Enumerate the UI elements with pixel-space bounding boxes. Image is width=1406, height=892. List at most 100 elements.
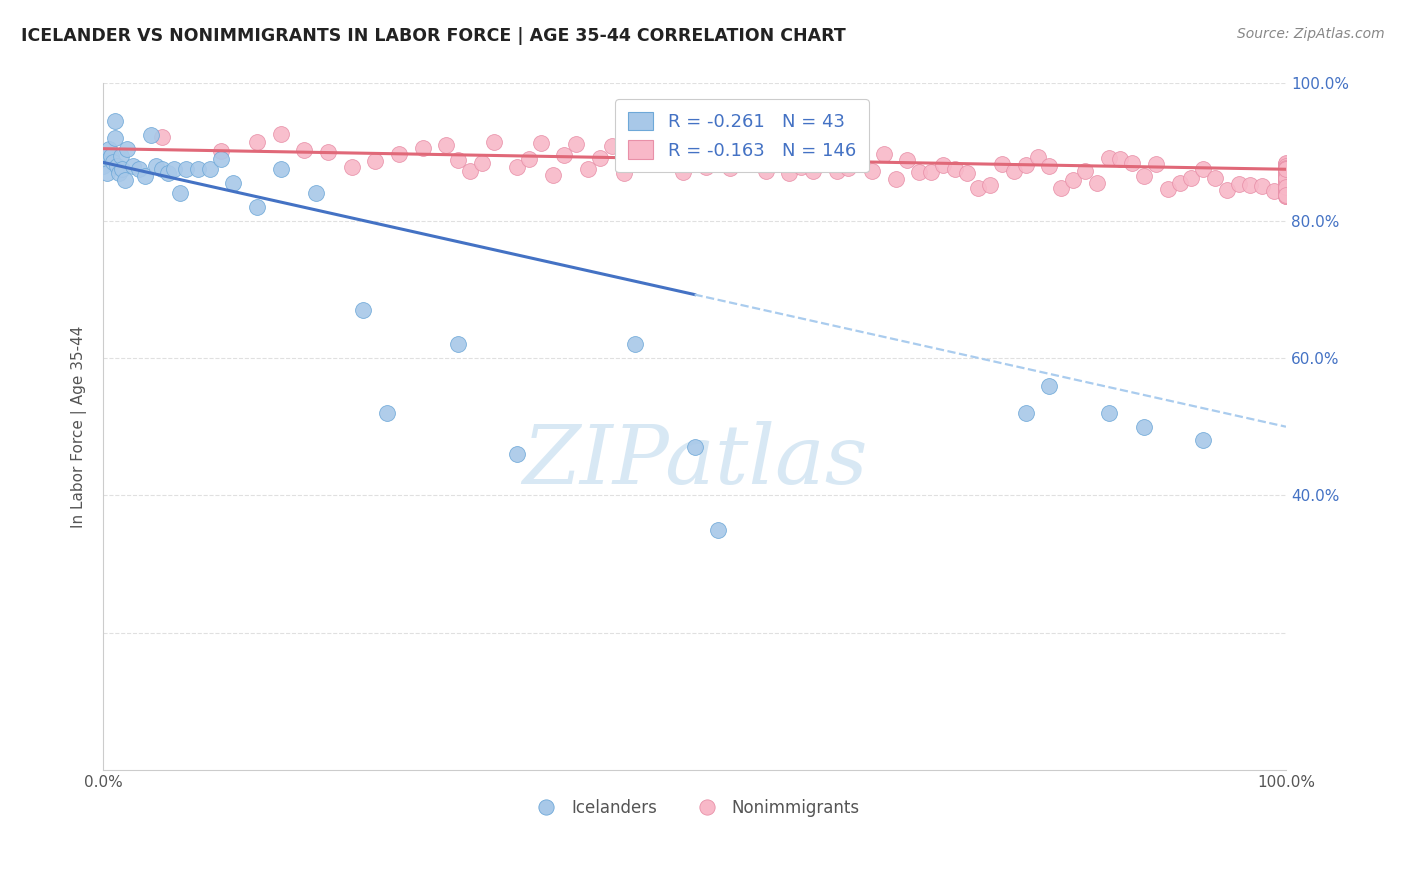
Point	[169, 186, 191, 201]
Point	[1275, 165, 1298, 179]
Point	[1275, 161, 1298, 176]
Point	[115, 142, 138, 156]
Point	[91, 159, 114, 173]
Point	[860, 163, 883, 178]
Point	[1204, 171, 1226, 186]
Point	[506, 447, 529, 461]
Point	[1275, 163, 1298, 178]
Point	[1275, 167, 1298, 181]
Point	[1275, 165, 1298, 179]
Point	[1216, 183, 1239, 197]
Point	[1275, 188, 1298, 202]
Point	[506, 160, 529, 174]
Point	[1026, 150, 1049, 164]
Text: Source: ZipAtlas.com: Source: ZipAtlas.com	[1237, 27, 1385, 41]
Point	[1275, 159, 1298, 173]
Point	[174, 162, 197, 177]
Point	[742, 148, 765, 162]
Point	[932, 158, 955, 172]
Point	[134, 169, 156, 183]
Point	[1239, 178, 1261, 192]
Point	[1157, 182, 1180, 196]
Point	[352, 303, 374, 318]
Point	[211, 144, 233, 158]
Point	[104, 114, 127, 128]
Point	[553, 148, 575, 162]
Point	[837, 161, 859, 176]
Point	[270, 162, 292, 177]
Point	[766, 155, 789, 169]
Point	[1275, 157, 1298, 171]
Point	[1275, 184, 1298, 198]
Point	[636, 145, 658, 160]
Point	[1275, 188, 1298, 202]
Text: ZIPatlas: ZIPatlas	[522, 421, 868, 501]
Point	[967, 180, 990, 194]
Point	[110, 148, 132, 162]
Point	[683, 155, 706, 169]
Point	[1275, 170, 1298, 185]
Point	[96, 166, 118, 180]
Point	[1275, 167, 1298, 181]
Point	[849, 153, 872, 167]
Point	[1275, 173, 1298, 187]
Point	[121, 159, 143, 173]
Legend: Icelanders, Nonimmigrants: Icelanders, Nonimmigrants	[523, 792, 866, 823]
Point	[1275, 185, 1298, 199]
Point	[163, 162, 186, 177]
Point	[1275, 163, 1298, 178]
Point	[1275, 180, 1298, 194]
Point	[111, 162, 134, 177]
Point	[1275, 183, 1298, 197]
Point	[1109, 153, 1132, 167]
Point	[1275, 176, 1298, 190]
Point	[1251, 178, 1274, 193]
Point	[1275, 156, 1298, 170]
Point	[790, 160, 813, 174]
Point	[150, 130, 173, 145]
Point	[246, 200, 269, 214]
Point	[920, 165, 942, 179]
Point	[1275, 182, 1298, 196]
Point	[600, 139, 623, 153]
Point	[101, 155, 124, 169]
Point	[1263, 184, 1285, 198]
Point	[1275, 161, 1298, 175]
Point	[613, 166, 636, 180]
Point	[1275, 174, 1298, 188]
Point	[1192, 434, 1215, 448]
Point	[1002, 164, 1025, 178]
Point	[1275, 182, 1298, 196]
Point	[1275, 174, 1298, 188]
Point	[1275, 185, 1298, 199]
Point	[128, 162, 150, 177]
Point	[1275, 171, 1298, 186]
Point	[98, 142, 121, 156]
Point	[316, 145, 339, 159]
Point	[1275, 160, 1298, 174]
Point	[388, 146, 411, 161]
Point	[1275, 162, 1298, 177]
Point	[517, 153, 540, 167]
Point	[198, 162, 221, 177]
Point	[1097, 406, 1119, 420]
Point	[991, 157, 1014, 171]
Point	[1275, 167, 1298, 181]
Point	[1133, 169, 1156, 184]
Point	[943, 162, 966, 177]
Point	[1275, 184, 1298, 198]
Point	[1275, 175, 1298, 189]
Point	[482, 136, 505, 150]
Point	[1275, 169, 1298, 183]
Point	[145, 159, 167, 173]
Point	[91, 153, 114, 167]
Point	[565, 136, 588, 151]
Point	[1275, 174, 1298, 188]
Point	[1275, 162, 1298, 177]
Point	[1133, 419, 1156, 434]
Point	[1275, 165, 1298, 179]
Point	[1192, 161, 1215, 176]
Point	[222, 176, 245, 190]
Point	[589, 151, 612, 165]
Point	[825, 164, 848, 178]
